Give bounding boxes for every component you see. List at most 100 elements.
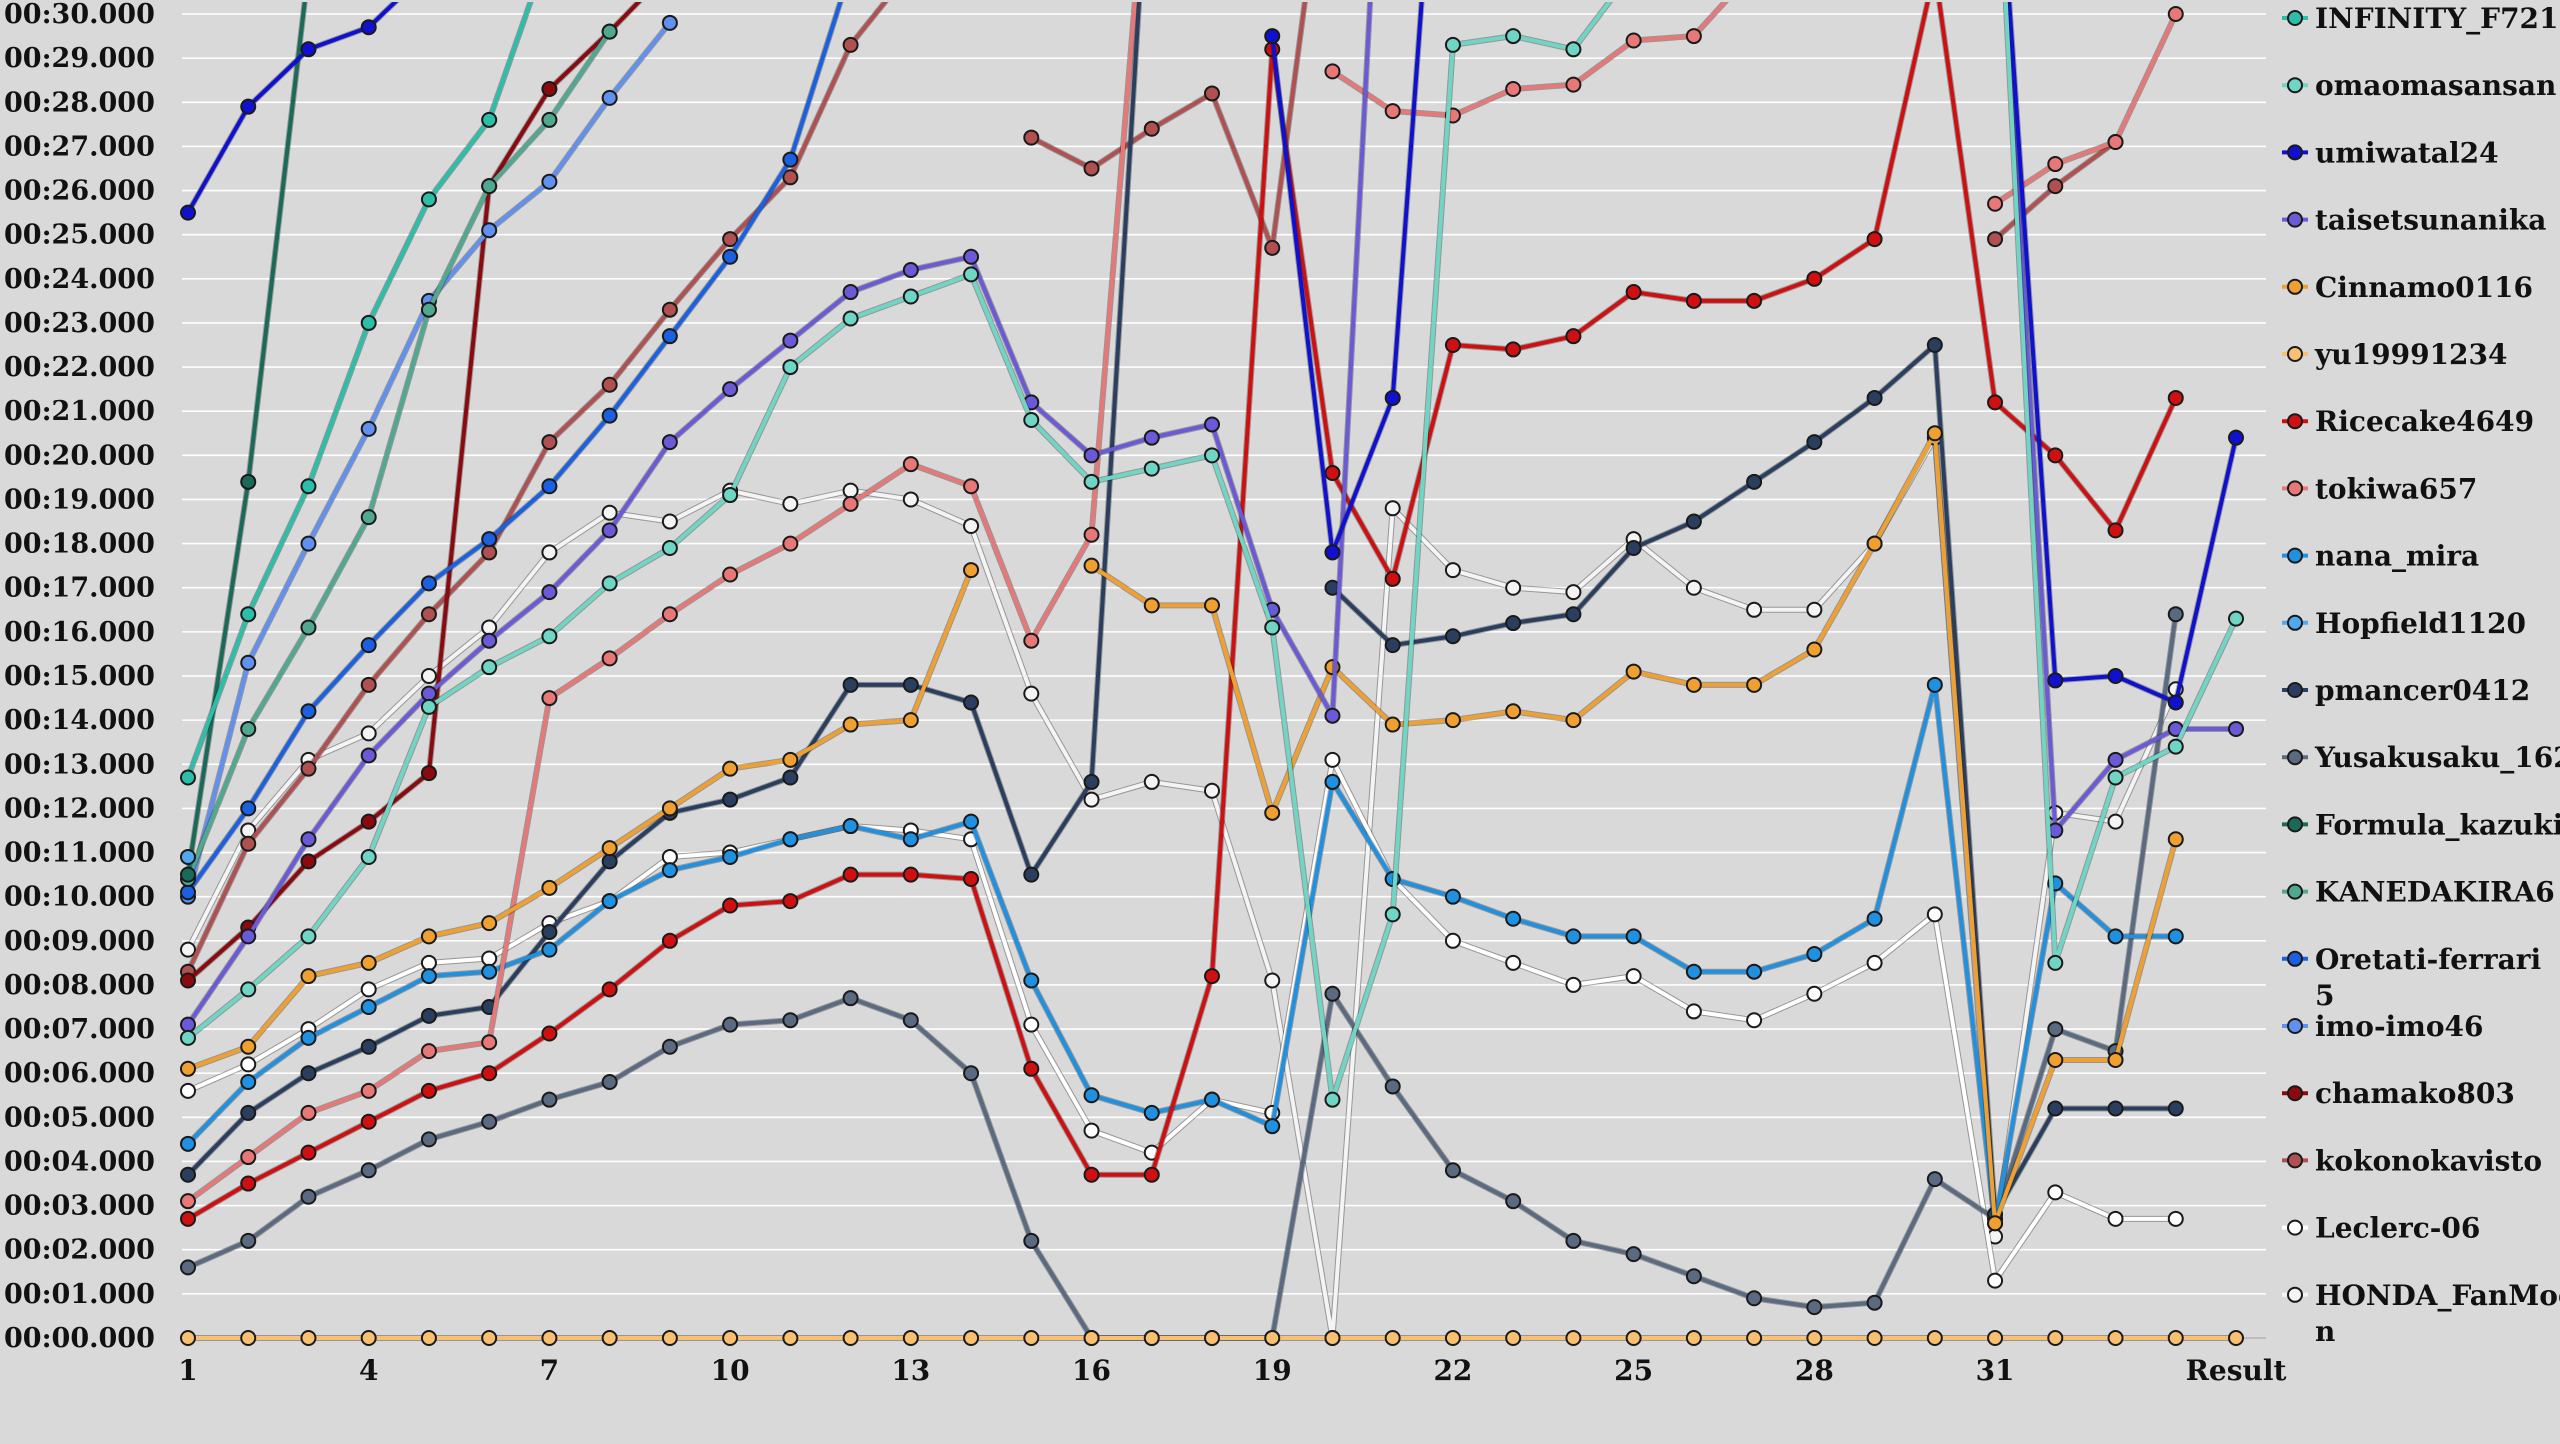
data-point xyxy=(661,1330,678,1346)
data-point xyxy=(300,703,317,720)
data-point xyxy=(1083,557,1100,574)
legend-label: kokonokavisto xyxy=(2315,1144,2542,1177)
data-point xyxy=(1083,1330,1100,1346)
data-point xyxy=(1023,685,1040,702)
data-point xyxy=(1083,526,1100,543)
data-point xyxy=(300,1029,317,1046)
legend-swatch-marker xyxy=(2287,950,2303,967)
data-point xyxy=(180,769,196,786)
data-point xyxy=(2167,1330,2184,1346)
series-line xyxy=(186,2,2178,1221)
data-point xyxy=(300,968,317,985)
data-point xyxy=(842,818,859,835)
legend-swatch-marker xyxy=(2287,816,2303,833)
data-point xyxy=(180,1029,196,1046)
data-point xyxy=(420,191,437,208)
data-point xyxy=(481,544,498,561)
legend-label: Yusakusaku_1625 xyxy=(2314,741,2560,774)
data-point xyxy=(1505,910,1522,927)
series-line xyxy=(186,30,612,880)
data-point xyxy=(481,1034,498,1051)
x-tick-label: 22 xyxy=(1433,1354,1472,1387)
data-point xyxy=(601,504,618,521)
data-point xyxy=(2047,1100,2064,1117)
data-point xyxy=(902,261,919,278)
data-point xyxy=(601,23,618,40)
data-point xyxy=(1023,1330,1040,1346)
legend-label: chamako803 xyxy=(2315,1077,2515,1110)
data-point xyxy=(2167,1100,2184,1117)
y-tick-label: 00:14.000 xyxy=(4,705,155,736)
series-INFINITY_F721 xyxy=(180,2,534,786)
data-point xyxy=(541,1025,558,1042)
data-point xyxy=(1625,663,1642,680)
data-point xyxy=(1023,866,1040,883)
y-tick-label: 00:07.000 xyxy=(4,1014,155,1045)
x-tick-label: 13 xyxy=(891,1354,930,1387)
data-point xyxy=(2107,813,2124,830)
data-point xyxy=(2107,668,2124,684)
data-point xyxy=(2047,178,2064,195)
data-point xyxy=(1204,416,1220,433)
data-point xyxy=(300,1104,317,1121)
data-point xyxy=(1926,676,1943,693)
data-point xyxy=(1505,615,1522,632)
data-point xyxy=(2047,1021,2064,1038)
data-point xyxy=(1866,231,1883,248)
data-point xyxy=(842,716,859,733)
data-point xyxy=(963,871,980,888)
data-point xyxy=(1987,231,2004,248)
data-point xyxy=(541,173,558,190)
series-Oretati-ferrari5 xyxy=(180,2,844,901)
data-point xyxy=(360,676,377,693)
data-point xyxy=(1565,584,1582,601)
data-point xyxy=(902,491,919,508)
legend-label-continued: n xyxy=(2315,1315,2335,1348)
y-tick-label: 00:02.000 xyxy=(4,1235,155,1266)
data-point xyxy=(300,1188,317,1205)
data-point xyxy=(963,248,980,265)
y-tick-label: 00:27.000 xyxy=(4,131,155,162)
data-point xyxy=(180,1016,196,1033)
data-point xyxy=(1625,968,1642,985)
data-point xyxy=(782,751,799,768)
data-point xyxy=(1444,36,1461,53)
data-point xyxy=(842,676,859,693)
data-point xyxy=(180,884,196,901)
legend-item: Ricecake4649 xyxy=(2282,405,2534,438)
data-point xyxy=(2047,156,2064,173)
data-point xyxy=(842,866,859,883)
y-tick-label: 00:11.000 xyxy=(4,838,155,869)
x-tick-label: 16 xyxy=(1072,1354,1111,1387)
data-point xyxy=(1204,1330,1220,1346)
data-point xyxy=(481,1113,498,1130)
data-point xyxy=(481,1065,498,1082)
data-point xyxy=(1987,394,2004,411)
y-tick-label: 00:21.000 xyxy=(4,396,155,427)
data-point xyxy=(1143,1104,1160,1121)
data-point xyxy=(240,981,257,998)
data-point xyxy=(300,1065,317,1082)
data-point xyxy=(1384,716,1401,733)
data-point xyxy=(601,981,618,998)
data-point xyxy=(541,879,558,896)
data-point xyxy=(782,535,799,552)
data-point xyxy=(601,650,618,667)
data-point xyxy=(300,928,317,945)
data-point xyxy=(240,928,257,945)
data-point xyxy=(1023,412,1040,429)
data-point xyxy=(180,1166,196,1183)
series-line xyxy=(187,569,973,1071)
data-point xyxy=(1023,1060,1040,1077)
data-point xyxy=(360,509,377,526)
data-point xyxy=(360,1038,377,1055)
data-point xyxy=(481,963,498,980)
series-line xyxy=(1331,2,1728,118)
data-point xyxy=(1384,1330,1401,1346)
data-point xyxy=(782,359,799,376)
data-point xyxy=(1083,160,1100,177)
data-point xyxy=(722,791,739,808)
series-line xyxy=(186,435,2178,1340)
data-point xyxy=(481,915,498,932)
legend-swatch-marker xyxy=(2287,614,2303,631)
